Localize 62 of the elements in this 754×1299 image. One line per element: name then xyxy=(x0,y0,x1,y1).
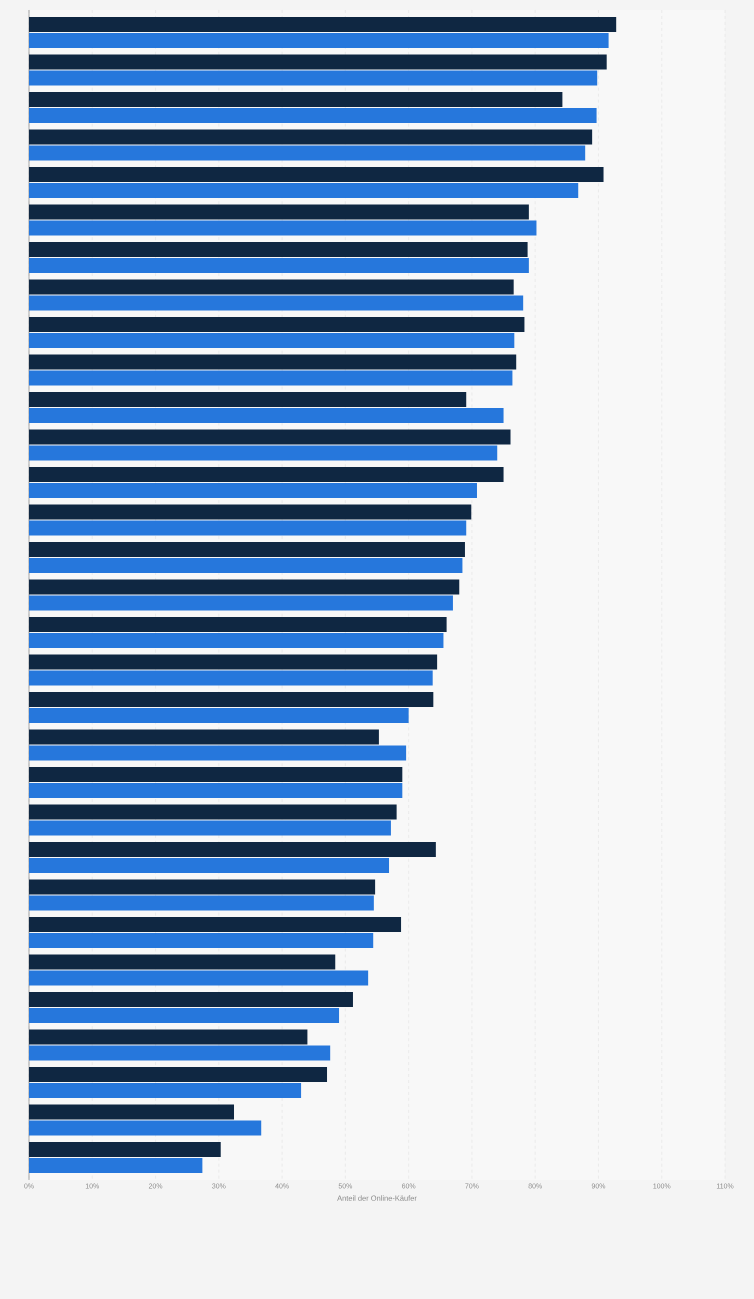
bar xyxy=(29,804,397,820)
bar xyxy=(29,933,374,949)
bar xyxy=(29,1158,203,1174)
bar xyxy=(29,654,438,670)
bar xyxy=(29,520,467,536)
bar xyxy=(29,257,529,273)
bar xyxy=(29,467,504,482)
bar xyxy=(29,129,593,145)
bar xyxy=(29,91,563,107)
bar xyxy=(29,879,376,895)
bar xyxy=(29,295,524,311)
bar xyxy=(29,1083,302,1099)
bar xyxy=(29,783,403,798)
bar xyxy=(29,954,336,970)
bar xyxy=(29,1104,235,1120)
bar xyxy=(29,241,528,257)
bar xyxy=(29,992,353,1008)
bar xyxy=(29,429,511,445)
bar xyxy=(29,558,463,573)
bar xyxy=(29,182,579,198)
bar xyxy=(29,1120,262,1136)
bar xyxy=(29,842,436,857)
bar xyxy=(29,579,460,595)
bar xyxy=(29,391,467,407)
bar xyxy=(29,166,604,182)
bar xyxy=(29,820,391,836)
bar xyxy=(29,670,433,686)
bar xyxy=(29,16,617,32)
bar xyxy=(29,970,369,986)
bar xyxy=(29,70,598,86)
bar xyxy=(29,54,607,70)
bar xyxy=(29,370,513,386)
bar xyxy=(29,316,525,332)
bar xyxy=(29,708,409,723)
bar xyxy=(29,279,514,295)
bar xyxy=(29,1067,328,1083)
bar xyxy=(29,32,609,48)
bar xyxy=(29,917,402,933)
bar xyxy=(29,145,586,161)
bar xyxy=(29,633,444,648)
bar xyxy=(29,1045,331,1061)
bar xyxy=(29,542,465,557)
bar xyxy=(29,729,379,745)
bar xyxy=(29,483,477,498)
bar xyxy=(29,408,504,423)
bar xyxy=(29,107,597,123)
bar xyxy=(29,767,403,782)
bar xyxy=(29,858,390,874)
bar xyxy=(29,1142,221,1158)
bar xyxy=(29,1008,340,1024)
bar xyxy=(29,595,453,611)
bar xyxy=(29,354,517,370)
bar xyxy=(29,445,498,461)
bar xyxy=(29,617,447,632)
bar xyxy=(29,745,407,761)
bar xyxy=(29,332,515,348)
bar xyxy=(29,220,537,236)
bar xyxy=(29,504,472,520)
bar xyxy=(29,895,374,911)
bar xyxy=(29,692,434,707)
bar xyxy=(29,204,529,220)
bar xyxy=(29,1029,308,1045)
